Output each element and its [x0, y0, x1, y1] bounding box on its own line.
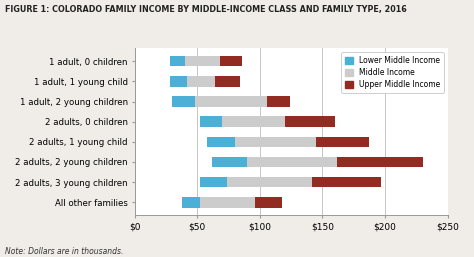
Legend: Lower Middle Income, Middle Income, Upper Middle Income: Lower Middle Income, Middle Income, Uppe…	[341, 52, 444, 93]
Bar	[312, 177, 381, 187]
Bar	[220, 56, 242, 67]
Bar	[267, 96, 290, 107]
Bar	[172, 96, 195, 107]
Bar	[215, 76, 240, 87]
Bar	[222, 116, 285, 127]
Bar	[337, 157, 422, 167]
Bar	[285, 116, 335, 127]
Bar	[170, 76, 187, 87]
Bar	[182, 197, 200, 207]
Bar	[247, 157, 337, 167]
Bar	[227, 177, 312, 187]
Bar	[212, 157, 247, 167]
Bar	[235, 136, 316, 147]
Bar	[316, 136, 369, 147]
Bar	[185, 56, 220, 67]
Bar	[200, 116, 222, 127]
Bar	[195, 96, 267, 107]
Bar	[170, 56, 185, 67]
Bar	[187, 76, 215, 87]
Bar	[207, 136, 235, 147]
Text: FIGURE 1: COLORADO FAMILY INCOME BY MIDDLE-INCOME CLASS AND FAMILY TYPE, 2016: FIGURE 1: COLORADO FAMILY INCOME BY MIDD…	[5, 5, 407, 14]
Bar	[255, 197, 283, 207]
Bar	[200, 197, 255, 207]
Bar	[200, 177, 227, 187]
Text: Note: Dollars are in thousands.: Note: Dollars are in thousands.	[5, 247, 123, 256]
